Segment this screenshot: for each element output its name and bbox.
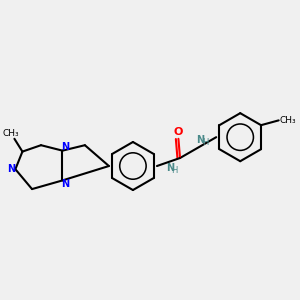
Text: H: H xyxy=(202,138,208,147)
Text: O: O xyxy=(174,128,183,137)
Text: N: N xyxy=(61,142,70,152)
Text: N: N xyxy=(196,135,205,145)
Text: N: N xyxy=(8,164,16,174)
Text: N: N xyxy=(166,164,174,173)
Text: CH₃: CH₃ xyxy=(279,116,296,125)
Text: H: H xyxy=(171,167,177,176)
Text: CH₃: CH₃ xyxy=(3,128,20,137)
Text: N: N xyxy=(61,179,70,189)
